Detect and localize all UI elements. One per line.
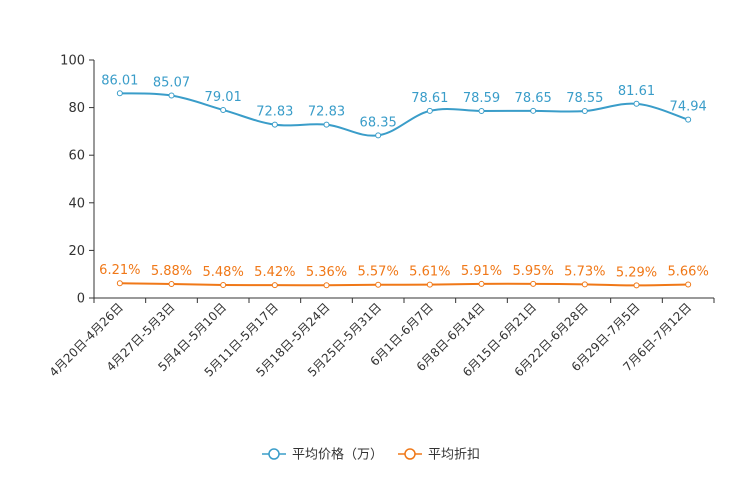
series-line-1 — [119, 282, 689, 287]
y-tick-label: 0 — [77, 292, 85, 307]
data-label: 85.07 — [153, 76, 190, 91]
data-point — [426, 107, 433, 114]
y-tick-label: 100 — [60, 54, 85, 69]
legend-circle-icon — [404, 448, 416, 460]
data-label: 5.29% — [616, 265, 657, 280]
data-point — [581, 108, 588, 115]
data-point — [168, 281, 175, 288]
y-tick-label: 80 — [68, 101, 85, 116]
y-tick-label: 40 — [68, 196, 85, 211]
data-point — [168, 92, 175, 99]
legend: 平均价格（万） 平均折扣 — [262, 447, 480, 463]
data-point — [271, 282, 278, 289]
axes: 0204060801004月20日-4月26日4月27日-5月3日5月4日-5月… — [47, 54, 715, 380]
data-label: 5.42% — [254, 265, 295, 280]
data-label: 5.91% — [461, 264, 502, 279]
data-label: 5.48% — [203, 265, 244, 280]
y-tick-label: 60 — [68, 149, 85, 164]
data-point — [116, 90, 123, 97]
data-point — [685, 116, 692, 123]
data-point — [426, 281, 433, 288]
data-point — [375, 281, 382, 288]
data-point — [478, 107, 485, 114]
data-label: 72.83 — [308, 105, 345, 120]
legend-entry-label[interactable]: 平均折扣 — [428, 448, 480, 463]
data-label: 78.61 — [411, 91, 448, 106]
legend-circle-icon — [268, 448, 280, 460]
data-label: 5.61% — [409, 265, 450, 280]
legend-entry-label[interactable]: 平均价格（万） — [292, 447, 383, 463]
data-point — [220, 106, 227, 113]
data-point — [271, 121, 278, 128]
data-point — [220, 281, 227, 288]
data-label: 5.73% — [564, 264, 605, 279]
data-point — [581, 281, 588, 288]
data-point — [530, 107, 537, 114]
series-line-0 — [119, 92, 689, 137]
data-label: 5.88% — [151, 264, 192, 279]
data-label: 81.61 — [618, 84, 655, 99]
series-layer: 86.01 85.07 79.01 72.83 72.83 68.35 78.61 78.59… — [99, 73, 709, 289]
data-label: 78.55 — [566, 91, 603, 106]
data-label: 5.57% — [358, 265, 399, 280]
data-point — [633, 282, 640, 289]
y-tick-label: 20 — [68, 244, 85, 259]
data-label: 5.66% — [668, 265, 709, 280]
data-point — [375, 132, 382, 139]
data-point — [685, 281, 692, 288]
data-point — [633, 100, 640, 107]
data-point — [323, 121, 330, 128]
data-point — [116, 280, 123, 287]
data-label: 74.94 — [670, 100, 707, 115]
data-point — [323, 282, 330, 289]
data-label: 6.21% — [99, 263, 140, 278]
data-point — [478, 280, 485, 287]
data-label: 68.35 — [360, 115, 397, 130]
data-label: 86.01 — [101, 73, 138, 88]
data-label: 72.83 — [256, 105, 293, 120]
data-label: 5.95% — [513, 264, 554, 279]
data-label: 5.36% — [306, 265, 347, 280]
data-label: 79.01 — [205, 90, 242, 105]
data-label: 78.59 — [463, 91, 500, 106]
data-point — [530, 280, 537, 287]
data-label: 78.65 — [515, 91, 552, 106]
